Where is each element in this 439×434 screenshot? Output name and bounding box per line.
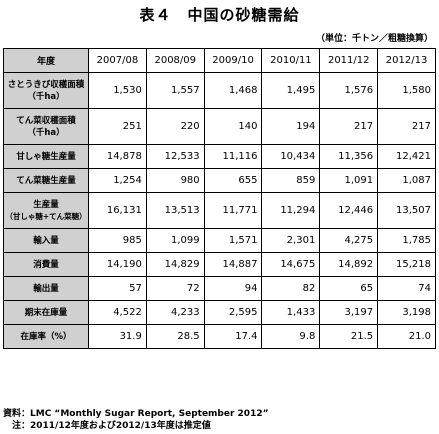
table-cell: 1,468 bbox=[203, 72, 263, 109]
table-cell: 655 bbox=[203, 168, 263, 193]
table-cell: 94 bbox=[203, 276, 263, 301]
header-year: 2010/11 bbox=[261, 48, 321, 73]
row-label-line1: てん菜収穫面積 bbox=[16, 115, 76, 126]
row-label: 甘しゃ糖生産量 bbox=[3, 144, 89, 169]
table-cell: 72 bbox=[145, 276, 205, 301]
table-cell: 13,507 bbox=[377, 192, 436, 229]
row-label: 消費量 bbox=[3, 252, 89, 277]
table-cell: 2,595 bbox=[203, 300, 263, 325]
table-cell: 10,434 bbox=[261, 144, 321, 169]
table-cell: 14,892 bbox=[319, 252, 379, 277]
table-cell: 980 bbox=[145, 168, 205, 193]
table-cell: 1,254 bbox=[88, 168, 147, 193]
row-label: さとうきび収穫面積 （千ha） bbox=[3, 72, 89, 109]
table-row: 甘しゃ糖生産量 14,878 12,533 11,116 10,434 11,3… bbox=[3, 144, 436, 169]
page-title: 表４ 中国の砂糖需給 bbox=[139, 6, 300, 24]
table-cell: 4,275 bbox=[319, 228, 379, 253]
table-cell: 859 bbox=[261, 168, 321, 193]
row-label: 輸入量 bbox=[3, 228, 89, 253]
table-cell: 74 bbox=[377, 276, 436, 301]
row-label: 輸出量 bbox=[3, 276, 89, 301]
table-cell: 194 bbox=[261, 108, 321, 145]
table-cell: 985 bbox=[88, 228, 147, 253]
table-row: 輸入量 985 1,099 1,571 2,301 4,275 1,785 bbox=[3, 228, 436, 253]
table-cell: 21.5 bbox=[319, 324, 379, 349]
row-label-line2: （千ha） bbox=[27, 127, 65, 138]
header-row: 年度 2007/08 2008/09 2009/10 2010/11 2011/… bbox=[3, 48, 436, 73]
table-cell: 82 bbox=[261, 276, 321, 301]
row-label-line1: さとうきび収穫面積 bbox=[7, 79, 85, 90]
table-cell: 57 bbox=[88, 276, 147, 301]
table-cell: 1,785 bbox=[377, 228, 436, 253]
table-cell: 3,197 bbox=[319, 300, 379, 325]
table-cell: 217 bbox=[319, 108, 379, 145]
row-label: 在庫率（%） bbox=[3, 324, 89, 349]
table-cell: 11,116 bbox=[203, 144, 263, 169]
table-cell: 14,675 bbox=[261, 252, 321, 277]
table-cell: 1,099 bbox=[145, 228, 205, 253]
table-cell: 1,433 bbox=[261, 300, 321, 325]
table-cell: 217 bbox=[377, 108, 436, 145]
row-label: てん菜収穫面積 （千ha） bbox=[3, 108, 89, 145]
table-cell: 16,131 bbox=[88, 192, 147, 229]
table-cell: 2,301 bbox=[261, 228, 321, 253]
header-year: 2008/09 bbox=[145, 48, 205, 73]
table-cell: 4,522 bbox=[88, 300, 147, 325]
table-cell: 1,530 bbox=[88, 72, 147, 109]
table-row: 輸出量 57 72 94 82 65 74 bbox=[3, 276, 436, 301]
table-cell: 220 bbox=[145, 108, 205, 145]
table-cell: 11,356 bbox=[319, 144, 379, 169]
table-cell: 1,495 bbox=[261, 72, 321, 109]
table-cell: 21.0 bbox=[377, 324, 436, 349]
table-cell: 12,533 bbox=[145, 144, 205, 169]
row-label-line2: （甘しゃ糖+てん菜糖） bbox=[5, 211, 87, 221]
unit-label: （単位：千トン／粗糖換算） bbox=[315, 34, 433, 44]
sugar-supply-table: 年度 2007/08 2008/09 2009/10 2010/11 2011/… bbox=[3, 48, 436, 349]
source-note: 資料：LMC “Monthly Sugar Report, September … bbox=[3, 409, 269, 419]
table-cell: 13,513 bbox=[145, 192, 205, 229]
table-cell: 1,571 bbox=[203, 228, 263, 253]
row-label: 期末在庫量 bbox=[3, 300, 89, 325]
table-cell: 12,421 bbox=[377, 144, 436, 169]
row-label-line1: 生産量 bbox=[33, 199, 59, 210]
table-cell: 3,198 bbox=[377, 300, 436, 325]
footnote: 注：2011/12年度および2012/13年度は推定値 bbox=[12, 421, 211, 431]
row-label-line2: （千ha） bbox=[27, 91, 65, 102]
header-year: 2007/08 bbox=[88, 48, 147, 73]
table-cell: 14,829 bbox=[145, 252, 205, 277]
table-row: 消費量 14,190 14,829 14,887 14,675 14,892 1… bbox=[3, 252, 436, 277]
table-cell: 1,557 bbox=[145, 72, 205, 109]
table-cell: 11,771 bbox=[203, 192, 263, 229]
table-cell: 1,091 bbox=[319, 168, 379, 193]
table-cell: 1,576 bbox=[319, 72, 379, 109]
table-cell: 12,446 bbox=[319, 192, 379, 229]
table-cell: 28.5 bbox=[145, 324, 205, 349]
table-cell: 1,087 bbox=[377, 168, 436, 193]
table-cell: 4,233 bbox=[145, 300, 205, 325]
table-cell: 14,887 bbox=[203, 252, 263, 277]
table-cell: 31.9 bbox=[88, 324, 147, 349]
table-cell: 14,878 bbox=[88, 144, 147, 169]
table-row: てん菜収穫面積 （千ha） 251 220 140 194 217 217 bbox=[3, 108, 436, 145]
table-row: さとうきび収穫面積 （千ha） 1,530 1,557 1,468 1,495 1… bbox=[3, 72, 436, 109]
table-cell: 14,190 bbox=[88, 252, 147, 277]
table-row: 生産量 （甘しゃ糖+てん菜糖） 16,131 13,513 11,771 11,2… bbox=[3, 192, 436, 229]
table-cell: 1,580 bbox=[377, 72, 436, 109]
table-row: 在庫率（%） 31.9 28.5 17.4 9.8 21.5 21.0 bbox=[3, 324, 436, 349]
header-year-label: 年度 bbox=[3, 48, 89, 73]
table-cell: 17.4 bbox=[203, 324, 263, 349]
table-cell: 11,294 bbox=[261, 192, 321, 229]
table-cell: 251 bbox=[88, 108, 147, 145]
table-row: 期末在庫量 4,522 4,233 2,595 1,433 3,197 3,19… bbox=[3, 300, 436, 325]
row-label: 生産量 （甘しゃ糖+てん菜糖） bbox=[3, 192, 89, 229]
table-cell: 140 bbox=[203, 108, 263, 145]
header-year: 2011/12 bbox=[319, 48, 379, 73]
table-cell: 15,218 bbox=[377, 252, 436, 277]
header-year: 2012/13 bbox=[377, 48, 436, 73]
header-year: 2009/10 bbox=[203, 48, 263, 73]
table-cell: 9.8 bbox=[261, 324, 321, 349]
table-row: てん菜糖生産量 1,254 980 655 859 1,091 1,087 bbox=[3, 168, 436, 193]
table-cell: 65 bbox=[319, 276, 379, 301]
row-label: てん菜糖生産量 bbox=[3, 168, 89, 193]
